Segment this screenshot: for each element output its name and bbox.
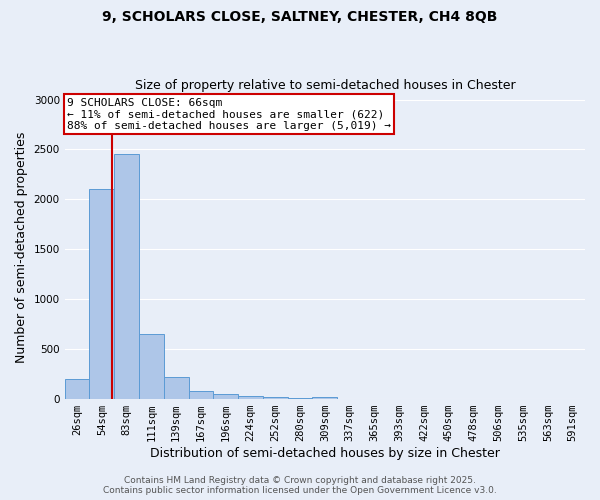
Title: Size of property relative to semi-detached houses in Chester: Size of property relative to semi-detach…	[134, 79, 515, 92]
Bar	[188, 390, 214, 399]
Bar	[263, 396, 287, 399]
Bar	[238, 396, 263, 399]
Bar	[139, 334, 164, 399]
Bar	[164, 376, 188, 399]
Bar	[89, 190, 114, 399]
Y-axis label: Number of semi-detached properties: Number of semi-detached properties	[15, 131, 28, 362]
Text: Contains HM Land Registry data © Crown copyright and database right 2025.
Contai: Contains HM Land Registry data © Crown c…	[103, 476, 497, 495]
Text: 9 SCHOLARS CLOSE: 66sqm
← 11% of semi-detached houses are smaller (622)
88% of s: 9 SCHOLARS CLOSE: 66sqm ← 11% of semi-de…	[67, 98, 391, 131]
Bar	[313, 396, 337, 399]
Bar	[114, 154, 139, 399]
Bar	[65, 379, 89, 399]
X-axis label: Distribution of semi-detached houses by size in Chester: Distribution of semi-detached houses by …	[150, 447, 500, 460]
Bar	[214, 394, 238, 399]
Bar	[287, 398, 313, 399]
Text: 9, SCHOLARS CLOSE, SALTNEY, CHESTER, CH4 8QB: 9, SCHOLARS CLOSE, SALTNEY, CHESTER, CH4…	[103, 10, 497, 24]
